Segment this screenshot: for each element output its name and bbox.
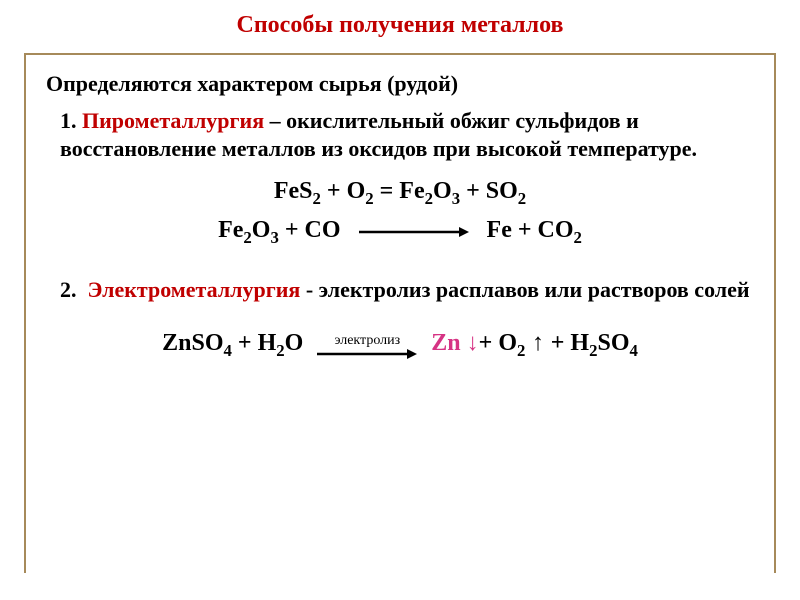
eq3-h2o: + H — [232, 330, 276, 356]
eq2-left: Fe2O3 + CO — [218, 217, 340, 248]
section-2-term: Электрометаллургия — [88, 277, 301, 302]
subtitle: Определяются характером сырья (рудой) — [46, 67, 754, 101]
eq2-fe-sub: 2 — [243, 228, 251, 247]
eq2-right-sub: 2 — [574, 228, 582, 247]
eq2-right-text: Fe + CO — [487, 217, 574, 243]
eq3-so4: SO — [597, 330, 629, 356]
eq2-o-sub: 3 — [270, 228, 278, 247]
eq3-right: Zn ↓+ O2 ↑ + H2SO4 — [431, 329, 638, 361]
eq3-znso4-sub: 4 — [224, 341, 232, 360]
section-2-desc: - электролиз расплавов или растворов сол… — [300, 277, 749, 302]
content-panel: Определяются характером сырья (рудой) 1.… — [24, 53, 776, 573]
eq1-fes-sub: 2 — [313, 189, 321, 208]
eq1-plus2: + SO — [460, 178, 518, 204]
section-2-number: 2. — [60, 277, 77, 302]
eq3-h2so4: + H — [551, 330, 589, 356]
eq3-so4-sub: 4 — [629, 341, 637, 360]
eq3-znso4: ZnSO — [162, 330, 223, 356]
eq1-o3: O — [433, 178, 452, 204]
section-1-number: 1. — [60, 108, 77, 133]
arrow-icon — [317, 347, 417, 361]
eq3-zn: Zn ↓ — [431, 330, 478, 356]
eq3-h2o-sub: 2 — [276, 341, 284, 360]
up-arrow-icon: ↑ — [525, 329, 550, 356]
arrow-with-label: электролиз — [317, 333, 417, 361]
eq1-eq: = Fe — [374, 178, 425, 204]
section-1: 1. Пирометаллургия – окислительный обжиг… — [60, 107, 754, 162]
eq3-left: ZnSO4 + H2O — [162, 330, 303, 361]
eq2-right: Fe + CO2 — [487, 217, 582, 248]
down-arrow-icon: ↓ — [467, 329, 479, 356]
eq2-plus-co: + CO — [279, 217, 341, 243]
section-1-term: Пирометаллургия — [82, 108, 264, 133]
eq1-fes: FeS — [274, 178, 313, 204]
eq1-so-sub: 2 — [518, 189, 526, 208]
eq3-zn-text: Zn — [431, 330, 466, 356]
equation-2: Fe2O3 + CO Fe + CO2 — [46, 217, 754, 248]
equation-1: FeS2 + O2 = Fe2O3 + SO2 — [46, 178, 754, 209]
eq1-fe-sub: 2 — [425, 189, 433, 208]
eq3-o2: + O — [479, 330, 517, 356]
arrow-icon — [359, 225, 469, 239]
eq1-plus1: + O — [321, 178, 365, 204]
slide-title: Способы получения металлов — [24, 12, 776, 39]
eq3-h2o-o: O — [285, 330, 304, 356]
section-2: 2. Электрометаллургия - электролиз распл… — [60, 276, 754, 304]
equation-3: ZnSO4 + H2O электролиз Zn ↓+ O2 ↑ + H2SO… — [46, 329, 754, 361]
eq1-o3-sub: 3 — [452, 189, 460, 208]
eq1-o2-sub: 2 — [365, 189, 373, 208]
eq2-o: O — [252, 217, 271, 243]
slide-container: Способы получения металлов Определяются … — [0, 0, 800, 600]
eq2-fe: Fe — [218, 217, 243, 243]
